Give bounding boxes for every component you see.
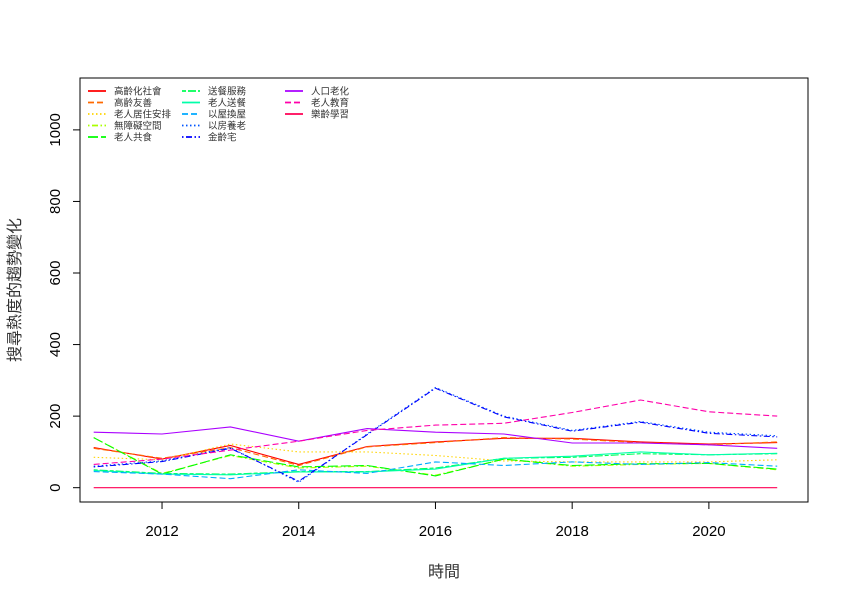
legend-label-10: 金齡宅: [208, 132, 237, 144]
series-line-6: [93, 453, 778, 475]
legend-label-9: 以房養老: [208, 120, 247, 132]
legend-label-6: 送餐服務: [208, 86, 247, 98]
legend-label-12: 老人教育: [311, 97, 349, 109]
legend-label-2: 高齡友善: [114, 97, 153, 109]
y-tick-label: 800: [47, 189, 64, 214]
series-line-9: [93, 386, 778, 483]
x-tick-label: 2018: [555, 523, 588, 540]
series-layer: [93, 386, 778, 489]
y-tick-label: 0: [47, 484, 64, 492]
y-axis-title: 搜尋熱度的趨勢變化: [5, 218, 24, 362]
series-line-1: [93, 437, 778, 465]
x-axis: 2012 2014 2016 2018 2020: [145, 501, 726, 540]
series-line-12: [93, 399, 778, 465]
series-line-3: [93, 443, 778, 463]
y-tick-label: 400: [47, 332, 64, 357]
x-tick-label: 2020: [692, 523, 725, 540]
x-axis-title: 時間: [428, 562, 460, 581]
legend-label-11: 人口老化: [311, 86, 350, 98]
y-tick-label: 200: [47, 404, 64, 429]
y-tick-label: 600: [47, 260, 64, 285]
x-tick-label: 2014: [282, 523, 315, 540]
legend-label-8: 以屋換屋: [208, 109, 246, 121]
legend-label-13: 樂齡學習: [311, 109, 349, 121]
series-line-7: [93, 451, 778, 476]
x-tick-label: 2012: [145, 523, 178, 540]
legend-label-4: 無障礙空間: [114, 120, 162, 132]
legend-label-5: 老人共食: [114, 132, 153, 144]
x-tick-label: 2016: [419, 523, 452, 540]
y-axis: 0 200 400 600 800 1000: [47, 113, 81, 492]
series-line-11: [93, 426, 778, 449]
y-tick-label: 1000: [47, 113, 64, 146]
plot-box: [79, 77, 809, 503]
legend-label-1: 高齡化社會: [114, 86, 162, 98]
series-line-8: [93, 461, 778, 480]
legend-label-3: 老人居住安排: [114, 109, 172, 121]
legend-label-7: 老人送餐: [208, 97, 247, 109]
series-line-10: [93, 387, 778, 482]
